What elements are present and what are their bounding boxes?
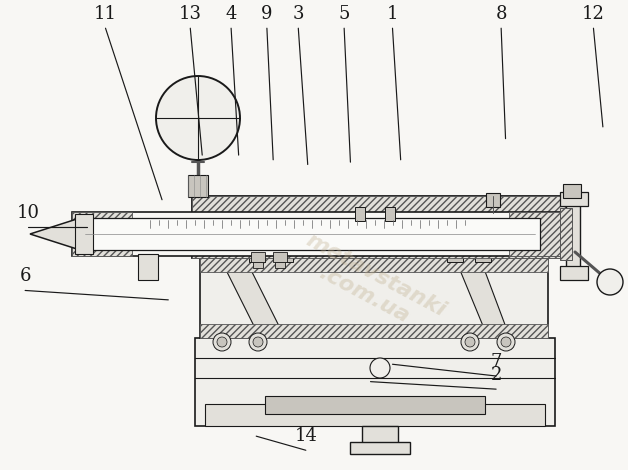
- Circle shape: [597, 269, 623, 295]
- Bar: [80, 218, 540, 250]
- Bar: [447, 246, 463, 262]
- Bar: [355, 207, 365, 221]
- Bar: [566, 196, 580, 276]
- Text: 7: 7: [490, 353, 502, 371]
- Bar: [251, 252, 265, 262]
- Text: 14: 14: [295, 427, 317, 445]
- Text: 11: 11: [94, 5, 117, 23]
- Bar: [253, 262, 263, 268]
- Circle shape: [156, 76, 240, 160]
- Bar: [195, 338, 555, 426]
- Circle shape: [501, 337, 511, 347]
- Bar: [200, 258, 548, 272]
- Bar: [560, 266, 588, 280]
- Bar: [486, 193, 500, 207]
- Bar: [138, 254, 158, 280]
- Text: 6: 6: [19, 267, 31, 285]
- Text: 1: 1: [387, 5, 398, 23]
- Text: 2: 2: [490, 366, 502, 384]
- Bar: [265, 396, 485, 414]
- Bar: [72, 212, 564, 256]
- Text: 4: 4: [225, 5, 237, 23]
- Circle shape: [370, 358, 390, 378]
- Bar: [277, 246, 293, 262]
- Bar: [273, 252, 287, 262]
- Bar: [188, 175, 208, 197]
- Bar: [560, 192, 588, 206]
- Text: 9: 9: [261, 5, 273, 23]
- Text: 8: 8: [495, 5, 507, 23]
- Circle shape: [213, 333, 231, 351]
- Text: 5: 5: [338, 5, 350, 23]
- Circle shape: [465, 337, 475, 347]
- Bar: [563, 184, 581, 198]
- Circle shape: [497, 333, 515, 351]
- Text: metavstanki
.com.ua: metavstanki .com.ua: [291, 229, 449, 341]
- Bar: [200, 324, 548, 338]
- Bar: [75, 214, 93, 254]
- Bar: [192, 196, 566, 212]
- Bar: [200, 258, 548, 338]
- Bar: [249, 246, 265, 262]
- Polygon shape: [455, 258, 510, 338]
- Bar: [275, 262, 285, 268]
- Text: 13: 13: [179, 5, 202, 23]
- Bar: [192, 196, 566, 258]
- Bar: [509, 212, 564, 256]
- Bar: [72, 212, 132, 256]
- Polygon shape: [30, 218, 80, 250]
- Text: 3: 3: [293, 5, 304, 23]
- Circle shape: [253, 337, 263, 347]
- Bar: [475, 246, 491, 262]
- Polygon shape: [220, 258, 285, 338]
- Circle shape: [249, 333, 267, 351]
- Bar: [560, 208, 572, 260]
- Circle shape: [217, 337, 227, 347]
- Text: 10: 10: [17, 204, 40, 221]
- Bar: [362, 426, 398, 448]
- Circle shape: [461, 333, 479, 351]
- Bar: [385, 207, 395, 221]
- Bar: [205, 404, 545, 426]
- Bar: [192, 242, 566, 258]
- Text: 12: 12: [582, 5, 605, 23]
- Bar: [350, 442, 410, 454]
